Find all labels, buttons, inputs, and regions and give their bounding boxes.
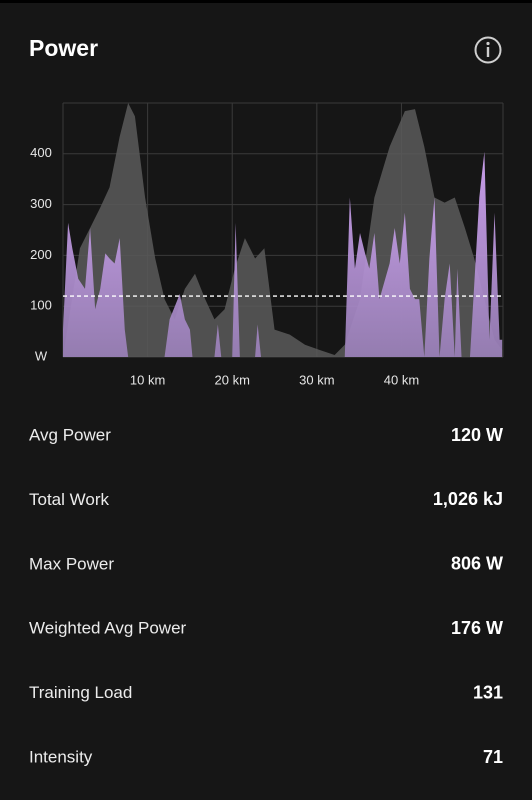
stat-label: Training Load: [29, 683, 132, 702]
stat-value: 1,026 kJ: [433, 489, 503, 509]
chart: W 100 200 300 400 10 km 20 km 30 km 40 km: [30, 102, 504, 387]
y-tick-label: W: [35, 348, 48, 363]
page-title: Power: [29, 35, 98, 61]
power-area: [63, 151, 503, 357]
x-tick-label: 40 km: [384, 372, 419, 387]
y-tick-label: 200: [30, 247, 52, 262]
y-tick-label: 400: [30, 145, 52, 160]
y-tick-label: 100: [30, 298, 52, 313]
stat-value: 131: [473, 682, 503, 702]
stat-label: Intensity: [29, 747, 93, 766]
stats-list: Avg Power 120 W Total Work 1,026 kJ Max Powe…: [29, 425, 503, 767]
stat-label: Max Power: [29, 554, 114, 573]
x-tick-label: 20 km: [215, 372, 250, 387]
info-bar: [486, 47, 490, 57]
stat-value: 806 W: [451, 554, 503, 574]
stat-label: Total Work: [29, 490, 109, 509]
stat-label: Weighted Avg Power: [29, 619, 187, 638]
info-icon[interactable]: [474, 36, 502, 64]
stat-value: 176 W: [451, 618, 503, 638]
x-tick-label: 10 km: [130, 372, 165, 387]
x-tick-label: 30 km: [299, 372, 334, 387]
stat-value: 120 W: [451, 425, 503, 445]
stat-label: Avg Power: [29, 425, 111, 444]
info-button[interactable]: [474, 36, 502, 64]
y-tick-label: 300: [30, 196, 52, 211]
status-strip: [0, 0, 532, 3]
info-dot: [486, 41, 490, 46]
stat-value: 71: [483, 747, 503, 767]
